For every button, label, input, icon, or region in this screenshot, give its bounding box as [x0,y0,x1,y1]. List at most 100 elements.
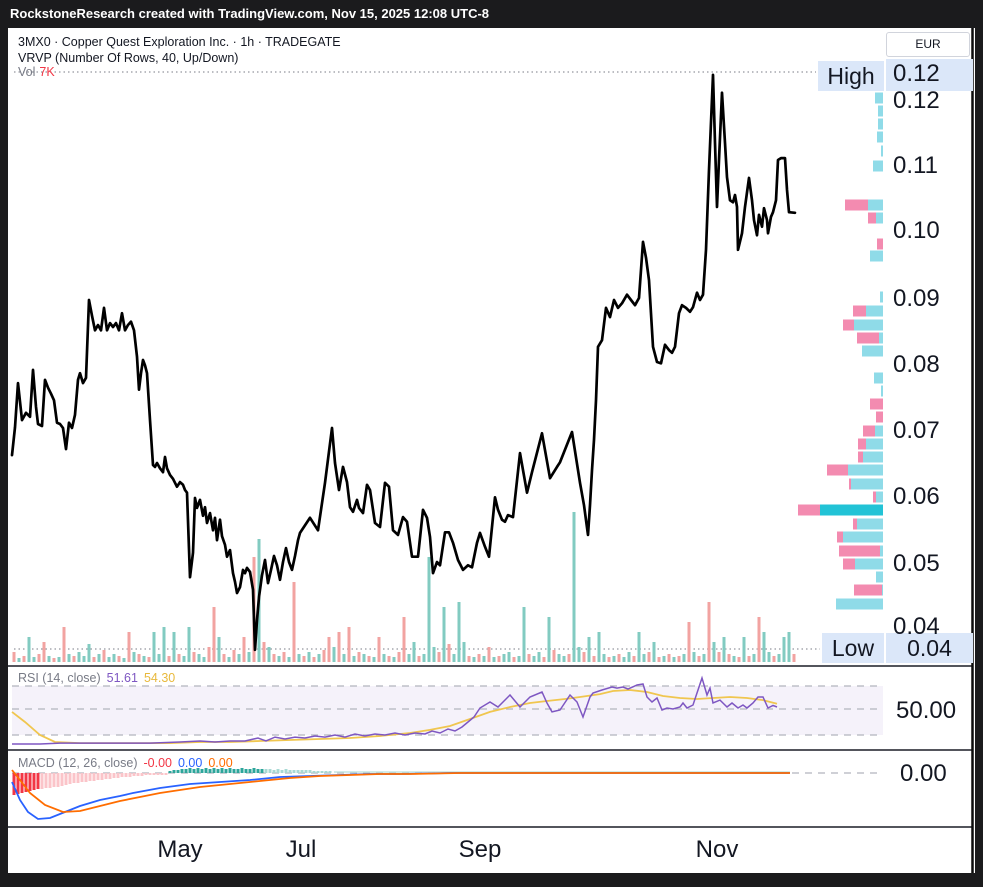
macd-histogram-bar [192,769,196,773]
macd-histogram-bar [252,768,256,773]
macd-histogram-bar [228,768,232,773]
vrvp-up-row [876,491,883,503]
volume-bar [107,657,111,662]
volume-bar [527,654,531,662]
macd-histogram-bar [208,769,212,773]
vrvp-up-row [820,504,883,516]
symbol-legend[interactable]: 3MX0 · Copper Quest Exploration Inc. · 1… [18,35,341,49]
vrvp-down-row [845,199,868,211]
vrvp-down-row [858,438,866,450]
volume-bar [632,656,636,662]
volume-bar [607,657,611,662]
volume-bar [552,650,556,662]
vrvp-down-row [798,504,820,516]
macd-histogram-bar [324,771,328,773]
vrvp-up-row [882,584,883,596]
volume-bar [762,632,766,662]
volume-bar [57,657,61,662]
vrvp-up-row [868,199,883,211]
macd-line [11,772,790,820]
vrvp-up-row [876,571,883,583]
low-marker-price: 0.04 [886,633,973,663]
price-line [10,73,797,652]
volume-bar [212,607,216,662]
macd-histogram-bar [156,773,160,775]
macd-histogram-bar [72,773,76,783]
vrvp-up-row [848,464,883,476]
vrvp-down-row [863,425,875,437]
vrvp-legend[interactable]: VRVP (Number Of Rows, 40, Up/Down) [18,51,238,65]
macd-histogram-bar [264,769,268,773]
macd-histogram-bar [164,773,168,775]
volume-bar [227,657,231,662]
watermark-bar: RockstoneResearch created with TradingVi… [0,0,983,28]
vrvp-up-row [863,451,883,463]
volume-bar [617,654,621,662]
macd-histogram-bar [220,768,224,773]
macd-histogram-bar [68,773,72,784]
volume-bar [547,617,551,662]
volume-bar [287,657,291,662]
macd-histogram-bar [64,773,68,785]
volume-bar [707,602,711,662]
macd-histogram-bar [32,773,36,790]
price-tick: 0.04 [893,613,940,640]
volume-legend[interactable]: Vol 7K [18,65,55,79]
macd-histogram-bar [188,768,192,773]
volume-bar [582,652,586,662]
volume-bar [742,637,746,662]
macd-histogram-bar [36,773,40,789]
volume-bar [657,657,661,662]
macd-histogram-bar [76,773,80,783]
rsi-legend[interactable]: RSI (14, close) 51.61 54.30 [18,671,175,685]
macd-histogram-bar [300,770,304,773]
volume-bar [352,656,356,662]
rsi-axis-label[interactable]: 50.00 [896,697,957,724]
vrvp-up-row [881,145,883,157]
macd-histogram-bar [16,773,20,794]
volume-bar [362,654,366,662]
volume-bar [122,658,126,662]
volume-bar [792,654,796,662]
vrvp-down-row [853,518,857,530]
chart-surface[interactable] [8,28,975,873]
volume-bar [192,652,196,662]
volume-bar [787,632,791,662]
vrvp-down-row [876,411,883,423]
volume-bar [17,658,21,662]
vrvp-down-row [853,305,866,317]
volume-bar [557,654,561,662]
macd-histogram-bar [224,769,228,773]
macd-histogram-bar [28,773,32,791]
volume-value: 7K [39,65,55,79]
currency-button[interactable]: EUR [886,32,970,57]
macd-legend[interactable]: MACD (12, 26, close) -0.00 0.00 0.00 [18,756,233,770]
volume-bar [222,654,226,662]
volume-bar [597,632,601,662]
volume-bar [67,654,71,662]
volume-bar [142,656,146,662]
volume-bar [782,637,786,662]
price-tick: 0.08 [893,351,940,378]
vrvp-down-row [877,238,883,250]
macd-histogram-bar [48,773,52,788]
volume-bar [452,654,456,662]
macd-histogram-bar [52,773,56,787]
volume-bar [537,652,541,662]
volume-bar [392,657,396,662]
macd-histogram-bar [320,771,324,773]
volume-bar [432,647,436,662]
macd-histogram-bar [100,773,104,780]
volume-bar [372,657,376,662]
volume-bar [22,656,26,662]
volume-bar [397,652,401,662]
vrvp-down-row [837,531,843,543]
volume-bar [712,642,716,662]
macd-axis-label[interactable]: 0.00 [900,760,947,787]
macd-histogram-bar [288,770,292,773]
volume-label: Vol [18,65,36,79]
vrvp-down-row [868,212,876,224]
volume-bar [147,657,151,662]
volume-bar [12,652,16,662]
